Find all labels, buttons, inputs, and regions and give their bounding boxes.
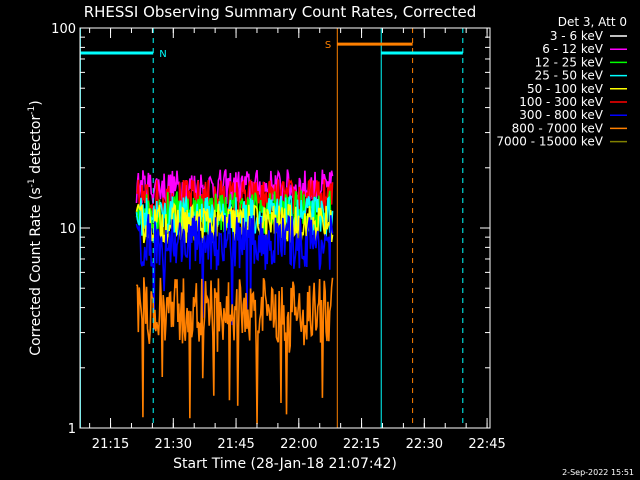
date-annotation: 2-Sep-2022 15:51: [562, 468, 634, 477]
y-axis-label-end: ): [28, 100, 44, 105]
legend-header: Det 3, Att 0: [558, 15, 627, 29]
legend-label: 800 - 7000 keV: [512, 121, 604, 135]
legend-label: 3 - 6 keV: [550, 29, 604, 43]
y-axis-label-sup2: -1: [27, 106, 37, 115]
legend-label: 50 - 100 keV: [527, 82, 604, 96]
y-tick-label: 1: [68, 422, 76, 437]
y-tick-label: 10: [59, 222, 76, 237]
x-tick-label: 22:15: [343, 437, 380, 452]
y-tick-label: 100: [51, 22, 76, 37]
series-trace-7: [135, 277, 334, 425]
x-tick-label: 21:15: [92, 437, 129, 452]
x-tick-label: 21:45: [217, 437, 254, 452]
x-axis-label: Start Time (28-Jan-18 21:07:42): [173, 456, 397, 472]
y-axis-label-main: Corrected Count Rate (s: [28, 187, 44, 355]
x-tick-label: 22:30: [406, 437, 443, 452]
interval-layer: NS: [79, 28, 464, 428]
legend-label: 100 - 300 keV: [519, 95, 603, 109]
legend-label: 12 - 25 keV: [535, 55, 604, 69]
data-layer: [135, 153, 334, 425]
x-tick-label: 22:45: [468, 437, 505, 452]
x-tick-label: 21:30: [155, 437, 192, 452]
series-trace-2: [136, 177, 334, 219]
y-axis-label-mid: detector: [28, 115, 44, 179]
series-trace-1: [135, 169, 334, 209]
y-axis-label-sup1: -1: [27, 178, 37, 187]
y-axis-label: Corrected Count Rate (s-1 detector-1): [27, 100, 44, 355]
interval-label-1: S: [325, 40, 331, 51]
legend-label: 25 - 50 keV: [535, 69, 604, 83]
chart-title: RHESSI Observing Summary Count Rates, Co…: [84, 3, 477, 21]
x-ticks: 21:15 21:30 21:45 22:00 22:15 22:30 22:45: [89, 28, 506, 452]
interval-label-0: N: [159, 49, 166, 60]
legend-label: 7000 - 15000 keV: [496, 135, 603, 149]
legend-label: 300 - 800 keV: [519, 108, 603, 122]
x-tick-label: 22:00: [280, 437, 317, 452]
series-trace-6: [135, 214, 334, 330]
y-ticks: 1 10 100: [51, 22, 490, 437]
legend-label: 6 - 12 keV: [542, 42, 604, 56]
